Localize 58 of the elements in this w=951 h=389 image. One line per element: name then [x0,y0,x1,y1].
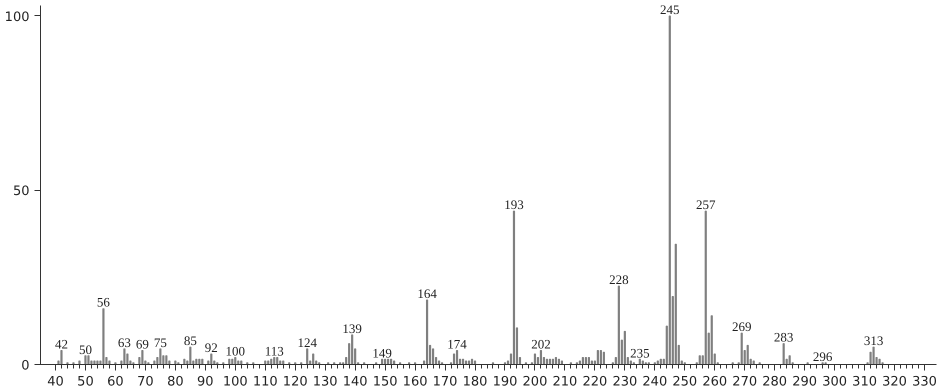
x-tick-label: 200 [522,374,548,389]
x-tick-label: 300 [822,374,848,389]
annotation: 235 [630,345,650,360]
x-tick-label: 290 [792,374,818,389]
annotation: 193 [504,197,524,212]
annotation: 296 [812,348,833,364]
annotation: 139 [342,320,362,336]
x-tick-label: 70 [137,374,154,389]
x-tick-label: 220 [582,374,608,389]
annotation: 149 [372,345,392,360]
annotation: 69 [136,336,149,352]
annotation: 228 [609,272,629,288]
x-tick-label: 320 [882,374,907,389]
x-tick-label: 140 [342,374,368,389]
annotation: 124 [297,334,318,350]
annotation: 283 [774,330,794,345]
x-tick-label: 310 [852,374,877,389]
annotation: 85 [184,333,197,348]
annotation: 56 [96,294,110,310]
x-tick-label: 110 [252,374,278,389]
annotation: 75 [154,334,167,350]
annotation: 202 [531,336,551,352]
x-tick-label: 60 [107,374,124,389]
x-tick-label: 190 [492,374,518,389]
x-tick-label: 210 [552,374,578,389]
annotation: 100 [226,344,246,359]
x-tick-label: 170 [432,374,458,389]
x-tick-label: 150 [372,374,398,389]
x-tick-label: 120 [282,374,308,389]
x-tick-label: 270 [732,374,758,389]
annotation: 92 [204,340,218,356]
annotation: 42 [54,336,68,352]
annotation: 50 [78,342,92,357]
y-tick-label: 50 [12,184,30,200]
annotation: 63 [118,334,131,350]
x-tick-label: 160 [402,374,428,389]
x-tick-label: 180 [462,374,488,389]
x-tick-label: 330 [912,374,937,389]
x-tick-label: 90 [197,374,214,389]
x-tick-label: 100 [222,374,248,389]
annotation: 313 [864,333,884,348]
x-tick-label: 280 [762,374,788,389]
x-tick-label: 240 [642,374,668,389]
annotation: 113 [264,344,284,359]
annotation: 245 [660,2,680,17]
x-tick-label: 130 [312,374,338,389]
x-tick-label: 40 [47,374,64,389]
x-tick-label: 50 [77,374,94,389]
annotation: 269 [732,319,752,334]
x-tick-label: 260 [702,374,728,389]
x-tick-label: 230 [612,374,638,389]
x-tick-label: 250 [672,374,698,389]
y-tick-label: 100 [4,10,30,25]
annotation: 174 [447,336,468,352]
y-tick-label: 0 [21,358,30,374]
annotation: 257 [696,197,716,212]
x-tick-label: 80 [167,374,184,389]
annotation: 164 [417,286,438,302]
